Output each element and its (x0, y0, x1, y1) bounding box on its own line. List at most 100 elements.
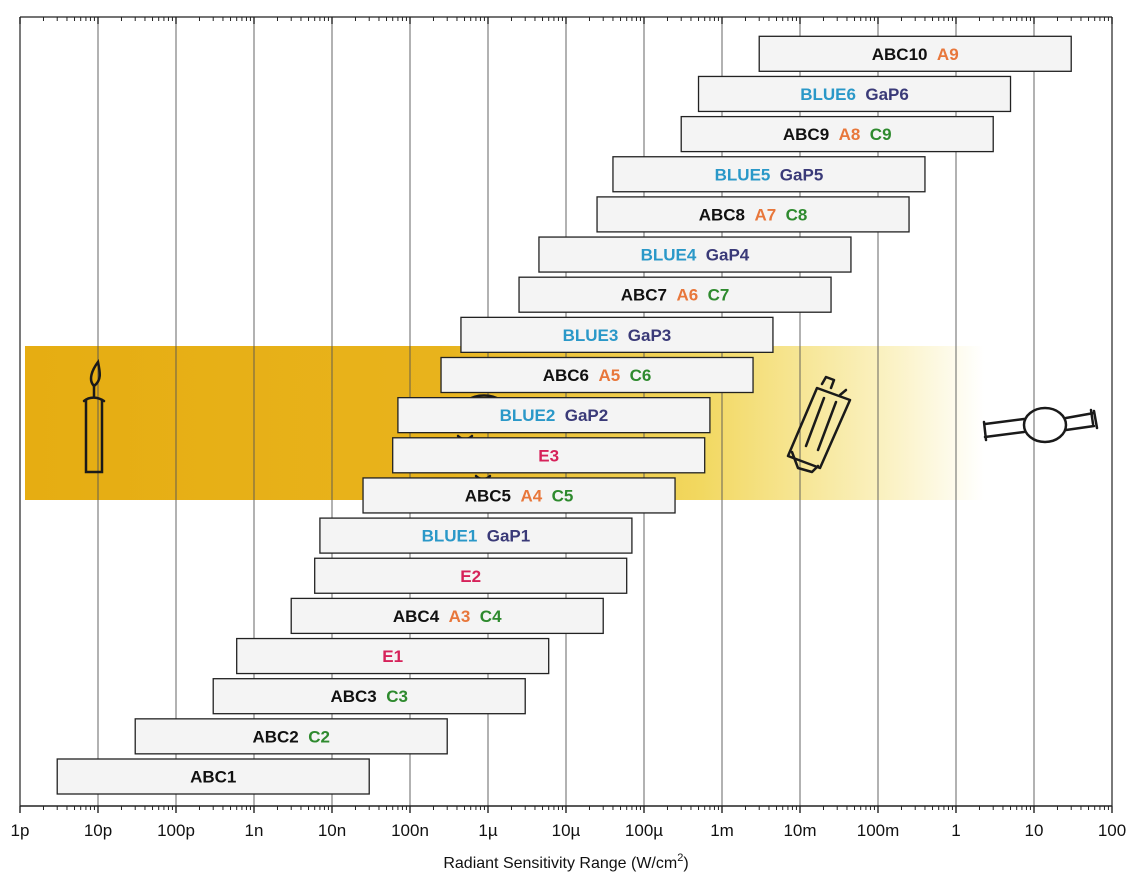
device-label: ABC4 (393, 607, 440, 626)
range-bar-label: ABC3 C3 (330, 687, 407, 706)
device-label: GaP5 (770, 165, 823, 184)
range-bar: BLUE6 GaP6 (697, 75, 1012, 113)
range-bar-rect (697, 75, 1012, 113)
range-bar: E3 (392, 437, 706, 474)
range-bar-label: BLUE4 GaP4 (641, 246, 750, 265)
device-label: ABC9 (783, 125, 829, 144)
x-tick-label: 10µ (552, 821, 581, 840)
device-label: GaP2 (555, 406, 608, 425)
device-label: GaP6 (856, 85, 909, 104)
range-bar-rect (212, 678, 526, 715)
device-label: A8 (829, 125, 860, 144)
range-bar: BLUE4 GaP4 (538, 236, 852, 273)
x-tick-label: 100n (391, 821, 429, 840)
range-bars: ABC1 ABC2 C2 ABC3 C3 E1 ABC4 A3 C4 E2 BLUE1 Ga… (56, 35, 1072, 795)
x-tick-labels: 1p 10p 100p 1n 10n 100n 1µ 10µ 100µ 1m 10m 100m 1 10 1… (11, 821, 1127, 840)
device-label: C6 (620, 366, 651, 385)
x-axis: 1p 10p 100p 1n 10n 100n 1µ 10µ 100µ 1m 10m 100m 1 10 1… (11, 16, 1127, 840)
device-label: A4 (511, 486, 543, 505)
range-bar-rect (319, 517, 633, 554)
range-bar-rect (236, 637, 550, 675)
range-bar-label: BLUE6 GaP6 (800, 85, 909, 104)
device-label: E3 (538, 446, 559, 465)
range-bar-rect (392, 437, 706, 474)
device-label: ABC7 (621, 286, 667, 305)
range-bar-label: ABC2 C2 (252, 727, 329, 746)
device-label: BLUE4 (641, 246, 697, 265)
range-bar: ABC1 (56, 758, 370, 795)
range-bar-label: ABC1 (190, 768, 236, 787)
device-label: A5 (589, 366, 620, 385)
device-label: BLUE1 (422, 527, 478, 546)
range-bar-label: BLUE3 GaP3 (563, 326, 672, 345)
range-bar-label: E3 (538, 446, 559, 465)
device-label: BLUE6 (800, 85, 856, 104)
light-bulb-icon (982, 406, 1099, 444)
device-label: GaP1 (477, 527, 530, 546)
range-bar: ABC2 C2 (134, 718, 448, 755)
range-bar-rect (680, 115, 994, 153)
range-bar-rect (518, 276, 832, 313)
range-bar-label: BLUE2 GaP2 (500, 406, 609, 425)
x-tick-label: 1m (710, 821, 734, 840)
device-label: A3 (439, 607, 470, 626)
device-label: BLUE3 (563, 326, 619, 345)
range-bar: BLUE1 GaP1 (319, 517, 633, 554)
device-label: C8 (776, 205, 807, 224)
x-tick-label: 10m (783, 821, 816, 840)
device-label: A7 (745, 205, 776, 224)
device-label: A6 (667, 286, 698, 305)
device-label: C7 (698, 286, 729, 305)
range-bar-label: ABC6 A5 C6 (543, 366, 652, 385)
range-bar: BLUE3 GaP3 (460, 316, 774, 354)
device-label: ABC5 (465, 486, 511, 505)
x-axis-title: Radiant Sensitivity Range (W/cm2) (443, 852, 688, 872)
range-bar-label: ABC8 A7 C8 (699, 205, 808, 224)
device-label: ABC8 (699, 205, 745, 224)
device-label: BLUE5 (715, 165, 771, 184)
range-bar-label: E2 (460, 567, 481, 586)
range-bar-label: ABC4 A3 C4 (393, 607, 502, 626)
range-bar: E1 (236, 637, 550, 675)
range-bar-rect (758, 35, 1072, 72)
device-label: C2 (299, 727, 330, 746)
range-bar-rect (460, 316, 774, 354)
x-tick-label: 1n (245, 821, 264, 840)
device-label: GaP4 (696, 246, 749, 265)
x-tick-label: 100m (857, 821, 900, 840)
x-tick-label: 1µ (478, 821, 497, 840)
range-bar-rect (538, 236, 852, 273)
x-tick-label: 1 (951, 821, 960, 840)
candle-icon (82, 359, 106, 474)
device-label: ABC3 (330, 687, 376, 706)
device-label: C4 (470, 607, 502, 626)
device-label: ABC6 (543, 366, 589, 385)
device-label: GaP3 (618, 326, 671, 345)
range-bar-rect (596, 196, 910, 233)
range-bar: ABC3 C3 (212, 678, 526, 715)
fluorescent-lamp-icon (786, 375, 852, 474)
x-tick-label: 100µ (625, 821, 663, 840)
range-bar: E2 (314, 557, 628, 594)
device-label: BLUE2 (500, 406, 556, 425)
range-bar: ABC4 A3 C4 (290, 597, 604, 635)
range-bar-rect (440, 356, 754, 394)
range-bar-label: ABC5 A4 C5 (465, 486, 574, 505)
axis-ticks (19, 17, 1113, 813)
range-bar-label: ABC7 A6 C7 (621, 286, 730, 305)
range-bar-rect (56, 758, 370, 795)
device-label: E1 (382, 647, 403, 666)
x-tick-label: 10 (1025, 821, 1044, 840)
device-label: A9 (927, 45, 958, 64)
device-label: ABC10 (872, 45, 928, 64)
x-tick-label: 100p (157, 821, 195, 840)
range-bar-rect (314, 557, 628, 594)
device-label: C5 (542, 486, 573, 505)
range-bar: ABC7 A6 C7 (518, 276, 832, 313)
device-label: C9 (860, 125, 891, 144)
range-bar: ABC5 A4 C5 (362, 477, 676, 514)
range-bar: BLUE5 GaP5 (612, 156, 926, 193)
range-bar: ABC6 A5 C6 (440, 356, 754, 394)
range-bar-rect (612, 156, 926, 193)
